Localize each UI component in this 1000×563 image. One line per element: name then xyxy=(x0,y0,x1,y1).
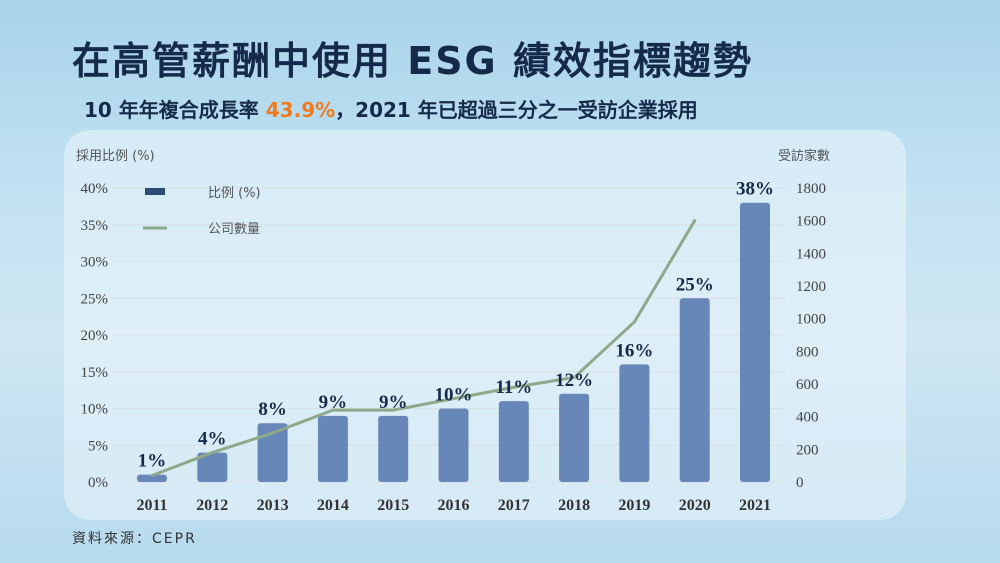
legend: 比例 (%) 公司數量 xyxy=(143,186,261,237)
y-tick-left: 20% xyxy=(81,328,109,344)
y-tick-right: 200 xyxy=(796,442,819,458)
bar-2011 xyxy=(137,474,167,482)
y-tick-right: 1600 xyxy=(796,214,826,230)
x-tick-2016: 2016 xyxy=(438,497,470,514)
data-label-2018: 12% xyxy=(555,370,593,391)
line-point-2012 xyxy=(210,451,214,455)
data-label-2021: 38% xyxy=(736,179,774,200)
page-title: 在高管薪酬中使用 ESG 績效指標趨勢 xyxy=(72,39,753,83)
legend-bar-swatch xyxy=(145,188,165,195)
x-tick-2019: 2019 xyxy=(618,497,650,514)
y-axis-left-label: 採用比例 (%) xyxy=(76,149,155,164)
y-tick-right: 1800 xyxy=(796,181,826,197)
data-label-2020: 25% xyxy=(676,274,714,295)
x-tick-2018: 2018 xyxy=(558,497,590,514)
bar-2019 xyxy=(619,364,650,482)
source-note: 資料來源：CEPR xyxy=(72,531,197,547)
bar-2013 xyxy=(257,423,288,482)
subtitle-suffix: ，2021 年已超過三分之一受訪企業採用 xyxy=(335,98,698,122)
data-label-2014: 9% xyxy=(319,392,348,413)
y-tick-right: 1200 xyxy=(796,279,826,295)
x-tick-2021: 2021 xyxy=(739,497,771,514)
x-tick-2015: 2015 xyxy=(377,497,409,514)
data-label-2013: 8% xyxy=(258,399,287,420)
y-tick-right: 0 xyxy=(796,475,804,491)
bar-2018 xyxy=(559,393,590,482)
y-tick-right: 1000 xyxy=(796,312,826,328)
bar-2015 xyxy=(378,415,409,482)
data-label-2016: 10% xyxy=(435,385,473,406)
y-tick-left: 10% xyxy=(81,402,109,418)
subtitle-highlight: 43.9% xyxy=(265,98,336,122)
y-axis-right-label: 受訪家數 xyxy=(778,148,830,164)
y-tick-left: 35% xyxy=(81,218,109,234)
x-tick-2014: 2014 xyxy=(317,497,349,514)
bar-2012 xyxy=(197,452,228,482)
line-point-2016 xyxy=(452,397,455,401)
y-tick-left: 0% xyxy=(88,475,108,491)
data-label-2015: 9% xyxy=(379,392,408,413)
x-tick-2012: 2012 xyxy=(196,497,228,514)
line-point-2017 xyxy=(512,385,516,389)
x-tick-2013: 2013 xyxy=(257,497,289,514)
line-series-company-count xyxy=(151,219,696,477)
bar-2020 xyxy=(679,298,710,482)
data-label-2012: 4% xyxy=(198,429,227,450)
line-point-2018 xyxy=(572,375,576,379)
x-tick-2020: 2020 xyxy=(679,497,711,514)
y-tick-right: 400 xyxy=(796,410,819,426)
line-point-2011 xyxy=(150,473,154,477)
line-point-2019 xyxy=(632,320,636,324)
y-tick-right: 600 xyxy=(796,377,819,393)
y-tick-left: 15% xyxy=(81,365,109,381)
line-point-2015 xyxy=(391,408,395,412)
legend-line-label: 公司數量 xyxy=(208,222,260,237)
data-label-2011: 1% xyxy=(138,451,167,472)
subtitle-prefix: 10 年年複合成長率 xyxy=(84,98,266,122)
y-tick-left: 40% xyxy=(81,181,109,197)
y-tick-right: 800 xyxy=(796,344,819,360)
y-tick-left: 5% xyxy=(88,438,108,454)
bar-2014 xyxy=(317,415,348,482)
bar-2017 xyxy=(498,401,529,482)
subtitle: 10 年年複合成長率 43.9%，2021 年已超過三分之一受訪企業採用 xyxy=(84,94,698,123)
bar-2021 xyxy=(740,202,770,482)
legend-bar-label: 比例 (%) xyxy=(208,186,261,201)
line-point-2013 xyxy=(271,431,275,435)
line-point-2014 xyxy=(331,408,335,412)
x-tick-2017: 2017 xyxy=(498,497,530,514)
x-tick-2011: 2011 xyxy=(136,497,167,514)
line-point-2020 xyxy=(693,219,697,223)
y-tick-right: 1400 xyxy=(796,246,826,262)
bar-2016 xyxy=(438,408,469,482)
data-label-2017: 11% xyxy=(495,377,532,398)
y-tick-left: 25% xyxy=(81,291,109,307)
data-label-2019: 16% xyxy=(615,340,653,361)
y-tick-left: 30% xyxy=(81,255,109,271)
